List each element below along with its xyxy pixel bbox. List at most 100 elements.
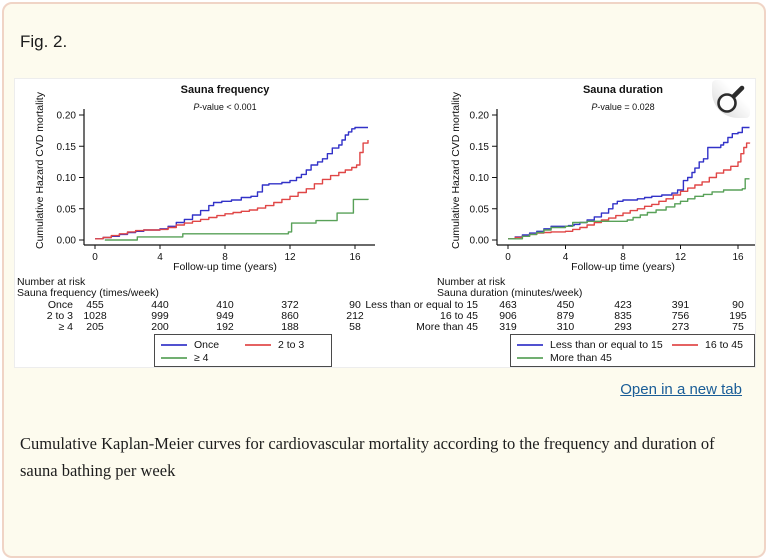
- right-risk-table-header: Number at risk: [437, 276, 506, 288]
- risk-row-label: More than 45: [416, 321, 478, 333]
- km-plots-canvas: 0.00 0.05 0.10 0.15 0.20 0 4 8 12 16 0.00 0.05 0.10 0…: [57, 109, 755, 263]
- risk-row-label: Once: [47, 299, 73, 311]
- risk-row-label: 16 to 45: [440, 310, 478, 322]
- left-risk-table-subheader: Sauna frequency (times/week): [17, 287, 159, 299]
- y-tick-label: 0.20: [57, 111, 77, 122]
- y-tick-label: 0.05: [470, 204, 490, 215]
- legend-item: ≥ 4: [161, 352, 245, 364]
- legend-label: Once: [194, 338, 220, 351]
- risk-value: 391: [671, 299, 690, 311]
- km-curve: [104, 198, 369, 241]
- figure-label: Fig. 2.: [20, 32, 68, 51]
- risk-value: 90: [349, 299, 361, 311]
- y-tick-label: 0.10: [470, 173, 490, 184]
- right-risk-table-subheader: Sauna duration (minutes/week): [437, 287, 583, 299]
- link-row: Open in a new tab: [14, 381, 754, 399]
- risk-value: 906: [499, 310, 517, 322]
- right-legend: Less than or equal to 15 16 to 45 More tha…: [510, 334, 755, 367]
- y-tick-label: 0.00: [470, 236, 490, 247]
- risk-value: 999: [151, 310, 169, 322]
- legend-label: 16 to 45: [705, 338, 743, 351]
- x-tick-label: 4: [157, 252, 163, 263]
- magnifier-icon: [717, 85, 745, 113]
- km-curve: [95, 140, 369, 240]
- left-legend: Once 2 to 3 ≥ 4: [154, 334, 332, 367]
- risk-value: 188: [281, 321, 299, 333]
- legend-swatch: [672, 343, 698, 346]
- risk-value: 195: [729, 310, 747, 322]
- risk-value: 440: [151, 299, 169, 311]
- legend-label: More than 45: [550, 351, 612, 364]
- magnify-button[interactable]: [712, 80, 750, 118]
- left-plot-pvalue: P-value < 0.001: [193, 102, 257, 112]
- risk-value: 212: [346, 310, 364, 322]
- y-tick-label: 0.15: [57, 142, 77, 153]
- risk-value: 450: [556, 299, 575, 311]
- x-tick-label: 8: [620, 252, 626, 263]
- y-tick-label: 0.10: [57, 173, 77, 184]
- risk-value: 949: [216, 310, 234, 322]
- y-tick-label: 0.20: [470, 111, 490, 122]
- risk-value: 410: [216, 299, 234, 311]
- risk-value: 860: [281, 310, 299, 322]
- risk-value: 879: [556, 310, 575, 322]
- legend-item: More than 45: [517, 352, 672, 364]
- left-plot-title: Sauna frequency: [180, 84, 270, 96]
- x-tick-label: 0: [505, 252, 511, 263]
- km-curve: [95, 126, 368, 240]
- risk-value: 273: [671, 321, 690, 333]
- legend-item: Once: [161, 339, 245, 351]
- risk-value: 310: [556, 321, 575, 333]
- risk-value: 293: [614, 321, 632, 333]
- open-in-new-tab-link[interactable]: Open in a new tab: [620, 381, 742, 398]
- legend-item: 2 to 3: [245, 339, 304, 351]
- risk-value: 319: [499, 321, 517, 333]
- y-tick-label: 0.15: [470, 142, 490, 153]
- legend-item: 16 to 45: [672, 339, 743, 351]
- legend-swatch: [517, 343, 543, 346]
- risk-row-label: 2 to 3: [46, 310, 73, 322]
- km-curve: [508, 142, 751, 240]
- left-risk-table-header: Number at risk: [17, 276, 86, 288]
- legend-swatch: [245, 343, 271, 346]
- legend-swatch: [161, 343, 187, 346]
- km-curve: [508, 178, 750, 240]
- legend-label: Less than or equal to 15: [550, 338, 663, 351]
- left-y-axis-label: Cumulative Hazard CVD mortality: [34, 92, 46, 249]
- x-tick-label: 4: [563, 252, 569, 263]
- right-plot-title: Sauna duration: [582, 84, 664, 96]
- risk-value: 756: [671, 310, 690, 322]
- figure-caption: Cumulative Kaplan-Meier curves for cardi…: [20, 434, 715, 480]
- right-y-axis-label: Cumulative Hazard CVD mortality: [450, 92, 462, 249]
- legend-swatch: [161, 356, 187, 359]
- legend-swatch: [517, 356, 543, 359]
- x-tick-label: 0: [92, 252, 98, 263]
- figure-panel: 0.00 0.05 0.10 0.15 0.20 0 4 8 12 16 0.00 0.05 0.10 0…: [14, 78, 756, 368]
- risk-value: 75: [732, 321, 744, 333]
- right-plot-pvalue: P-value = 0.028: [591, 102, 655, 112]
- risk-value: 90: [732, 299, 744, 311]
- risk-value: 205: [86, 321, 104, 333]
- risk-value: 1028: [83, 310, 107, 322]
- x-tick-label: 12: [675, 252, 687, 263]
- risk-value: 58: [349, 321, 361, 333]
- legend-item: Less than or equal to 15: [517, 339, 672, 351]
- risk-value: 463: [499, 299, 517, 311]
- x-tick-label: 16: [732, 252, 744, 263]
- risk-value: 192: [216, 321, 234, 333]
- risk-row-label: ≥ 4: [58, 321, 73, 333]
- risk-value: 200: [151, 321, 169, 333]
- y-tick-label: 0.05: [57, 204, 77, 215]
- risk-value: 455: [86, 299, 104, 311]
- km-curve: [508, 126, 750, 240]
- right-x-axis-label: Follow-up time (years): [571, 261, 675, 273]
- risk-value: 372: [281, 299, 299, 311]
- x-tick-label: 8: [222, 252, 228, 263]
- y-tick-label: 0.00: [57, 236, 77, 247]
- risk-row-label: Less than or equal to 15: [365, 299, 478, 311]
- left-x-axis-label: Follow-up time (years): [173, 261, 277, 273]
- legend-label: ≥ 4: [194, 351, 209, 364]
- x-tick-label: 12: [284, 252, 296, 263]
- x-tick-label: 16: [349, 252, 361, 263]
